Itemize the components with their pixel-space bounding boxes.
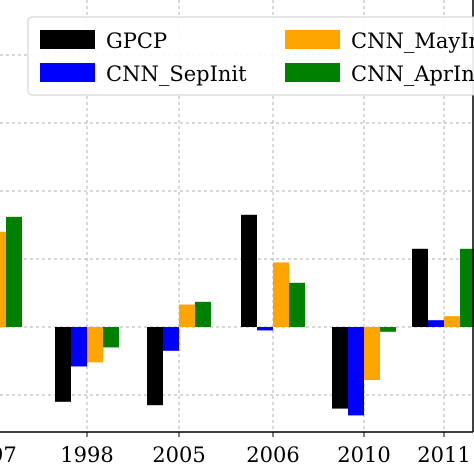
legend: GPCP CNN_SepInit CNN_MayInit CNN_AprInit [27, 16, 474, 96]
x-tick-label: 2011 [417, 443, 470, 467]
x-ticks: 1997 1998 2005 2006 2010 2011 [0, 432, 471, 467]
bar-CNN_AprInit-2011 [460, 248, 474, 327]
bar-GPCP-1998 [55, 327, 71, 402]
legend-swatch [40, 30, 95, 49]
bar-CNN_AprInit-1997 [6, 216, 22, 327]
bar-CNN_AprInit-2010 [380, 327, 396, 332]
bar-GPCP-2010 [332, 327, 348, 409]
bar-CNN_MayInit-2005 [179, 304, 195, 327]
bar-CNN_SepInit-2011 [428, 320, 444, 327]
bar-CNN_SepInit-1998 [71, 327, 87, 367]
legend-label: GPCP [106, 29, 167, 53]
bar-CNN_MayInit-2006 [273, 262, 289, 327]
bars [0, 214, 474, 416]
bar-GPCP-2006 [241, 214, 257, 327]
legend-swatch [285, 30, 340, 49]
legend-swatch [285, 63, 340, 82]
x-tick-label: 1997 [0, 443, 17, 467]
bar-CNN_MayInit-2010 [364, 327, 380, 381]
bar-CNN_MayInit-1997 [0, 231, 6, 327]
bar-CNN_SepInit-2010 [348, 327, 364, 416]
bar-CNN_AprInit-2005 [195, 301, 211, 327]
x-tick-label: 2005 [152, 443, 205, 467]
bar-CNN_MayInit-2011 [444, 316, 460, 327]
legend-label: CNN_MayInit [351, 29, 474, 53]
bar-GPCP-2011 [412, 248, 428, 327]
bar-CNN_AprInit-1998 [103, 327, 119, 348]
bar-CNN_SepInit-2006 [257, 327, 273, 331]
bar-CNN_MayInit-1998 [87, 327, 103, 363]
legend-box [27, 16, 474, 96]
x-tick-label: 2010 [337, 443, 390, 467]
legend-label: CNN_SepInit [106, 62, 247, 86]
bar-GPCP-2005 [147, 327, 163, 406]
bar-CNN_AprInit-2006 [289, 282, 305, 327]
bar-CNN_SepInit-2005 [163, 327, 179, 351]
legend-swatch [40, 63, 95, 82]
legend-label: CNN_AprInit [351, 62, 474, 86]
x-tick-label: 2006 [246, 443, 299, 467]
x-tick-label: 1998 [60, 443, 113, 467]
